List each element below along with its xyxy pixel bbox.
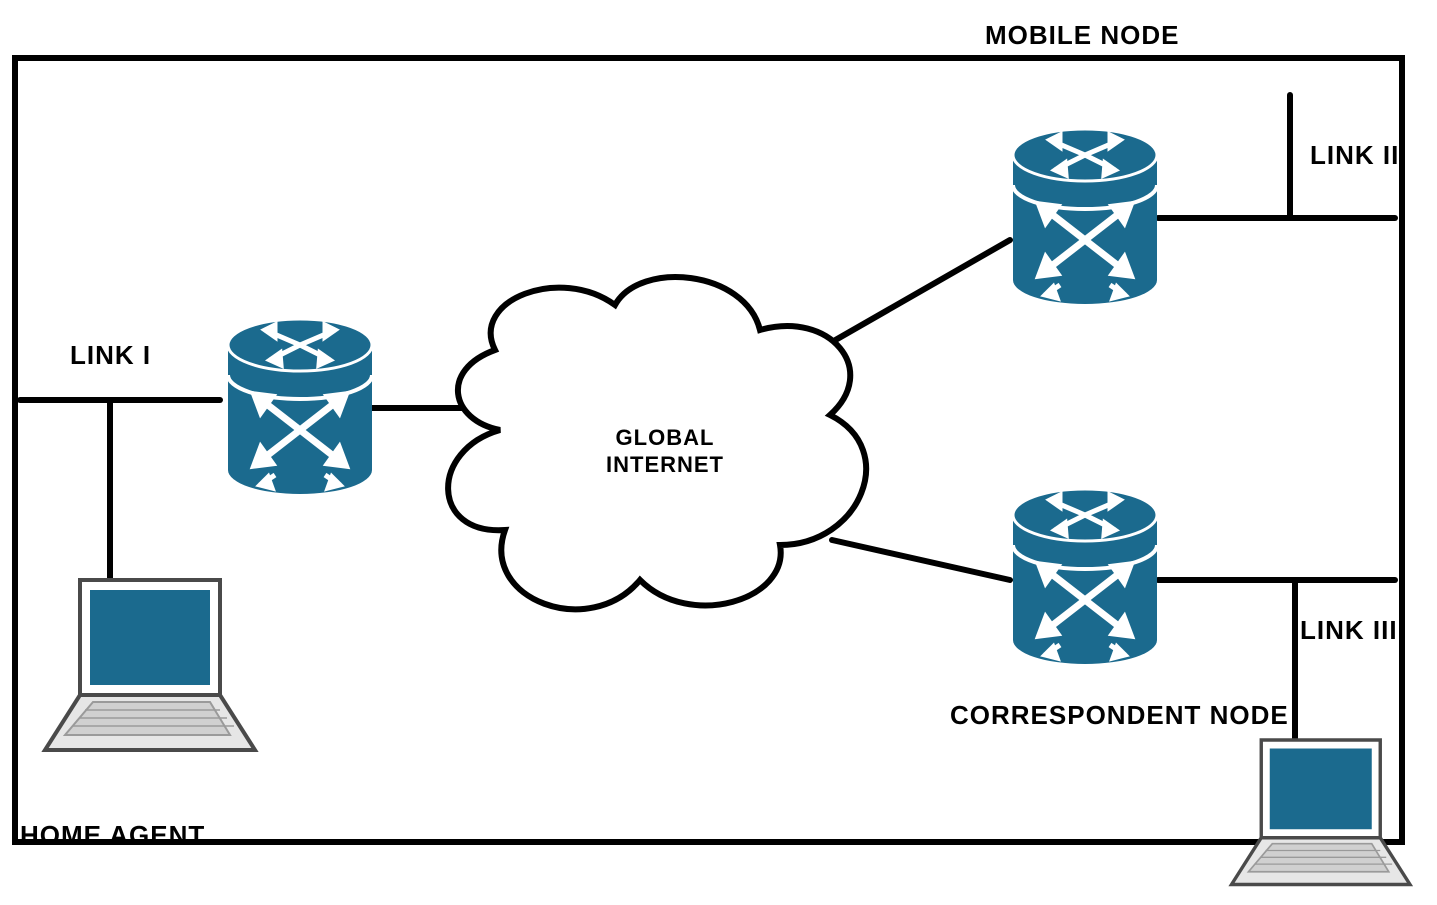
label-link3: LINK III — [1300, 615, 1398, 646]
laptop-right-icon — [1232, 740, 1411, 885]
router-top-icon — [1013, 129, 1157, 304]
label-link2: LINK II — [1310, 140, 1399, 171]
laptop-left-icon — [45, 580, 255, 750]
edge-cloud-top — [818, 240, 1010, 350]
diagram-canvas: MOBILE NODE LINK I LINK II LINK III HOME… — [0, 0, 1437, 905]
router-left-icon — [228, 319, 372, 494]
edge-cloud-bottom — [832, 540, 1010, 580]
label-link1: LINK I — [70, 340, 151, 371]
label-cloud-line1: GLOBAL — [610, 425, 720, 451]
label-home-agent: HOME AGENT — [20, 820, 205, 851]
label-correspondent-node: CORRESPONDENT NODE — [950, 700, 1289, 731]
label-mobile-node: MOBILE NODE — [985, 20, 1179, 51]
router-bottom-icon — [1013, 489, 1157, 664]
label-cloud-line2: INTERNET — [600, 452, 730, 478]
